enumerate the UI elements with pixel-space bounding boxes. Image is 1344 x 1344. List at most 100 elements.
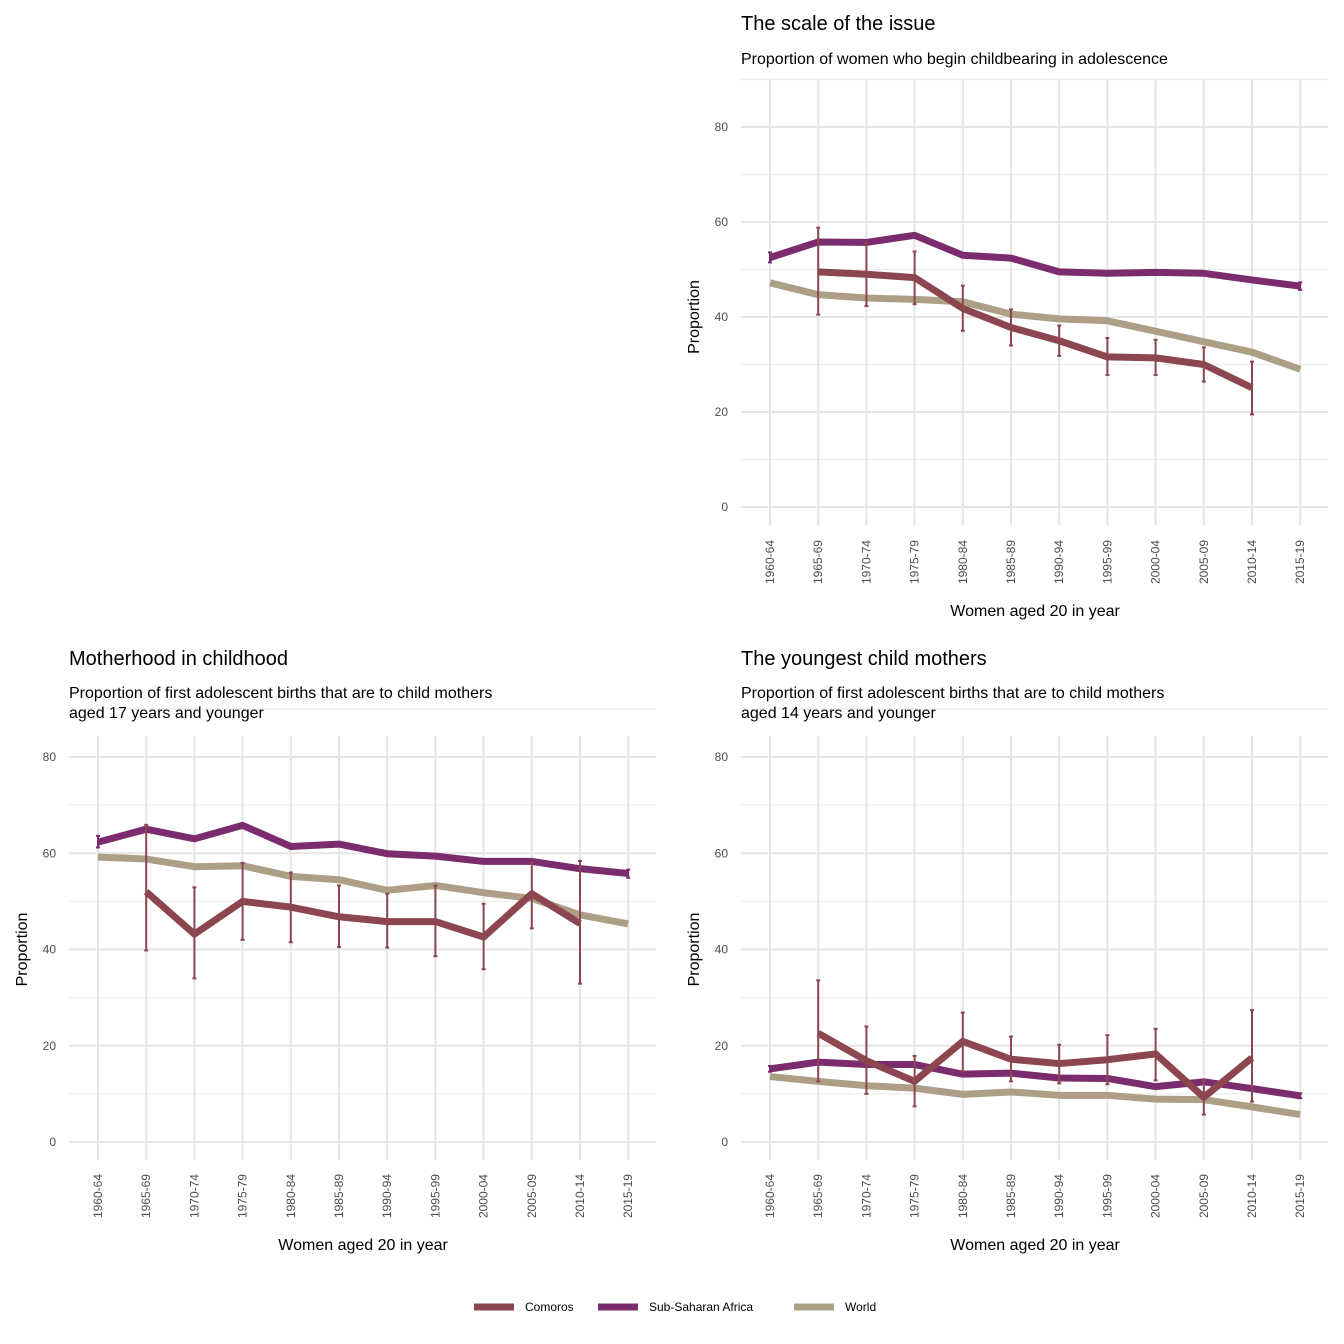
error-bar-sub-saharan-africa bbox=[1298, 281, 1303, 291]
y-tick-label: 60 bbox=[43, 846, 57, 860]
y-axis-title: Proportion bbox=[14, 913, 31, 987]
error-bar-comoros bbox=[1250, 360, 1254, 416]
error-bar-comoros bbox=[578, 859, 582, 985]
x-tick-label: 1980-84 bbox=[956, 540, 970, 584]
series-line-sub-saharan-africa bbox=[769, 1058, 1301, 1100]
legend-label-world: World bbox=[845, 1300, 876, 1314]
y-tick-label: 60 bbox=[715, 846, 729, 860]
error-bar-comoros bbox=[816, 979, 821, 1083]
x-tick-label: 1980-84 bbox=[956, 1174, 970, 1218]
y-tick-label: 40 bbox=[715, 943, 729, 957]
x-tick-label: 1985-89 bbox=[332, 1174, 346, 1218]
series-line-comoros bbox=[818, 268, 1254, 391]
panel-youngest-child-mothers: 0 20 40 60 80 1960-64 1965-69 1970-74 1975-79 198… bbox=[686, 648, 1328, 1254]
error-bar-comoros bbox=[1201, 1079, 1206, 1116]
error-bar-comoros bbox=[1201, 346, 1206, 383]
x-axis-title: Women aged 20 in year bbox=[950, 1237, 1120, 1254]
chart-subtitle: aged 17 years and younger bbox=[69, 705, 264, 722]
series-line-comoros bbox=[143, 889, 582, 941]
y-tick-label: 20 bbox=[43, 1039, 57, 1053]
y-axis-title: Proportion bbox=[686, 913, 703, 987]
legend-label-comoros: Comoros bbox=[525, 1300, 574, 1314]
y-tick-label: 20 bbox=[715, 1039, 729, 1053]
x-tick-label: 1995-99 bbox=[1100, 540, 1114, 584]
x-tick-label: 2015-19 bbox=[1293, 1174, 1307, 1218]
chart-title: Motherhood in childhood bbox=[69, 648, 288, 670]
error-bar-comoros bbox=[816, 226, 821, 316]
chart-subtitle: Proportion of first adolescent births th… bbox=[69, 685, 492, 702]
x-tick-label: 2005-09 bbox=[525, 1174, 539, 1218]
error-bar-comoros bbox=[1250, 1009, 1254, 1103]
error-bar-sub-saharan-africa bbox=[1298, 1092, 1303, 1100]
error-bar-sub-saharan-africa bbox=[768, 1064, 772, 1073]
x-tick-label: 1980-84 bbox=[284, 1174, 298, 1218]
x-tick-label: 2010-14 bbox=[573, 1174, 587, 1218]
panel-motherhood-in-childhood: 0 20 40 60 80 1960-64 1965-69 1970-74 1975-79 198… bbox=[14, 648, 656, 1254]
error-bar-comoros bbox=[864, 1025, 869, 1095]
error-bar-comoros bbox=[144, 823, 149, 952]
x-tick-label: 1960-64 bbox=[763, 540, 777, 584]
y-tick-label: 40 bbox=[43, 943, 57, 957]
x-tick-label: 2005-09 bbox=[1197, 540, 1211, 584]
x-tick-label: 2015-19 bbox=[1293, 540, 1307, 584]
x-tick-label: 2010-14 bbox=[1245, 540, 1259, 584]
x-tick-label: 1965-69 bbox=[811, 1174, 825, 1218]
error-bar-comoros bbox=[529, 861, 534, 930]
x-tick-label: 1990-94 bbox=[1052, 540, 1066, 584]
x-tick-label: 1975-79 bbox=[908, 1174, 922, 1218]
x-tick-label: 1960-64 bbox=[91, 1174, 105, 1218]
error-bar-comoros bbox=[1105, 1034, 1110, 1086]
legend-label-sub-saharan-africa: Sub-Saharan Africa bbox=[649, 1300, 753, 1314]
y-axis-title: Proportion bbox=[686, 280, 703, 354]
y-tick-label: 80 bbox=[43, 750, 57, 764]
x-tick-label: 1995-99 bbox=[428, 1174, 442, 1218]
chart-title: The scale of the issue bbox=[741, 13, 936, 35]
x-tick-label: 1985-89 bbox=[1004, 1174, 1018, 1218]
x-tick-label: 1990-94 bbox=[380, 1174, 394, 1218]
y-tick-label: 60 bbox=[715, 215, 729, 229]
y-tick-label: 0 bbox=[721, 500, 728, 514]
error-bar-comoros bbox=[960, 284, 965, 332]
y-tick-label: 20 bbox=[715, 405, 729, 419]
legend: Comoros Sub-Saharan Africa World bbox=[474, 1300, 876, 1314]
x-tick-label: 2015-19 bbox=[621, 1174, 635, 1218]
series-line-sub-saharan-africa bbox=[97, 821, 629, 877]
panel-scale-of-the-issue: 0 20 40 60 80 1960-64 1965-69 1970-74 1975-79 198… bbox=[686, 13, 1328, 620]
x-tick-label: 1960-64 bbox=[763, 1174, 777, 1218]
x-tick-label: 1970-74 bbox=[859, 540, 873, 584]
x-tick-label: 2010-14 bbox=[1245, 1174, 1259, 1218]
x-tick-label: 2000-04 bbox=[1149, 540, 1163, 584]
error-bar-sub-saharan-africa bbox=[626, 868, 631, 879]
x-tick-label: 1975-79 bbox=[236, 1174, 250, 1218]
chart-subtitle: Proportion of women who begin childbeari… bbox=[741, 51, 1168, 68]
error-bar-comoros bbox=[1153, 338, 1158, 376]
x-tick-label: 1970-74 bbox=[859, 1174, 873, 1218]
x-tick-label: 1990-94 bbox=[1052, 1174, 1066, 1218]
x-tick-label: 1995-99 bbox=[1100, 1174, 1114, 1218]
chart-subtitle: Proportion of first adolescent births th… bbox=[741, 685, 1164, 702]
error-bar-comoros bbox=[433, 884, 438, 958]
error-bar-comoros bbox=[960, 1011, 965, 1073]
error-bar-comoros bbox=[288, 871, 293, 944]
series-line-world bbox=[769, 279, 1302, 373]
error-bar-comoros bbox=[240, 861, 245, 941]
error-bar-comoros bbox=[912, 250, 917, 306]
error-bar-comoros bbox=[1153, 1027, 1158, 1082]
error-bar-comoros bbox=[481, 902, 486, 971]
series-line-sub-saharan-africa bbox=[768, 231, 1301, 290]
x-tick-label: 1965-69 bbox=[811, 540, 825, 584]
y-tick-label: 0 bbox=[49, 1135, 56, 1149]
x-axis-title: Women aged 20 in year bbox=[950, 603, 1120, 620]
chart-title: The youngest child mothers bbox=[741, 648, 987, 670]
error-bar-comoros bbox=[1057, 324, 1062, 357]
x-axis-title: Women aged 20 in year bbox=[278, 1237, 448, 1254]
error-bar-comoros bbox=[385, 892, 390, 949]
error-bar-sub-saharan-africa bbox=[96, 834, 100, 849]
x-tick-label: 2005-09 bbox=[1197, 1174, 1211, 1218]
series-line-world bbox=[769, 1073, 1301, 1119]
series-line-comoros bbox=[816, 1030, 1255, 1101]
x-tick-label: 1975-79 bbox=[908, 540, 922, 584]
y-tick-label: 80 bbox=[715, 750, 729, 764]
y-tick-label: 0 bbox=[721, 1135, 728, 1149]
x-tick-label: 1985-89 bbox=[1004, 540, 1018, 584]
